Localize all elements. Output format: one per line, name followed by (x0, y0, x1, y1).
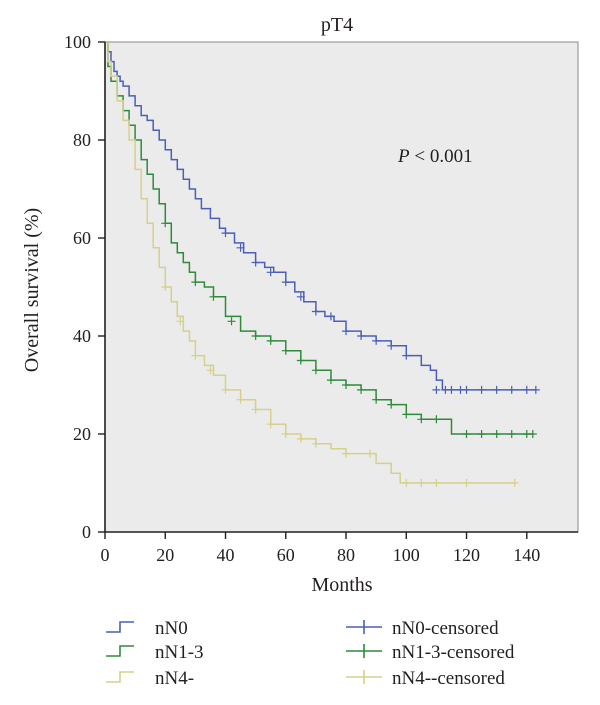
p-value-annotation: P < 0.001 (397, 146, 473, 167)
legend-label: nN1-3 (155, 642, 204, 663)
y-tick-label: 60 (73, 228, 91, 248)
censor-mark-nN1-3 (227, 317, 236, 326)
series-line-nN0 (105, 41, 536, 391)
y-tick-label: 0 (82, 522, 91, 542)
legend-label: nN4- (155, 668, 194, 689)
x-tick-label: 0 (101, 545, 110, 565)
legend-swatch-nN0 (106, 621, 134, 633)
series-line-nN4- (105, 41, 515, 484)
x-tick-label: 60 (277, 545, 295, 565)
legend-censored-label: nN4--censored (392, 668, 505, 689)
legend-censor-swatch-nN1-3 (346, 644, 382, 658)
legend-label: nN0 (155, 618, 188, 639)
legend-censor-swatch-nN4- (346, 670, 382, 684)
x-tick-label: 80 (337, 545, 355, 565)
x-tick-label: 120 (453, 545, 480, 565)
y-tick-label: 100 (64, 32, 91, 52)
x-axis-label: Months (311, 574, 372, 596)
legend-censored-label: nN0-censored (392, 618, 499, 639)
x-tick-label: 20 (156, 545, 174, 565)
plot-area-background (104, 41, 579, 533)
x-tick-label: 100 (393, 545, 420, 565)
legend: nN0 nN0-censored nN1-3 nN1-3-censored nN4- nN… (106, 618, 515, 689)
y-tick-label: 40 (73, 326, 91, 346)
legend-swatch-nN4- (106, 671, 134, 683)
x-tick-label: 140 (513, 545, 540, 565)
y-tick-label: 80 (73, 130, 91, 150)
legend-censor-swatch-nN0 (346, 620, 382, 634)
series-line-nN1-3 (105, 41, 533, 435)
x-tick-label: 40 (217, 545, 235, 565)
legend-swatch-nN1-3 (106, 645, 134, 657)
legend-censored-label: nN1-3-censored (392, 642, 515, 663)
censor-mark-nN0 (432, 385, 441, 394)
chart-title: pT4 (321, 14, 353, 36)
y-tick-label: 20 (73, 424, 91, 444)
y-axis-label: Overall survival (%) (21, 208, 43, 372)
